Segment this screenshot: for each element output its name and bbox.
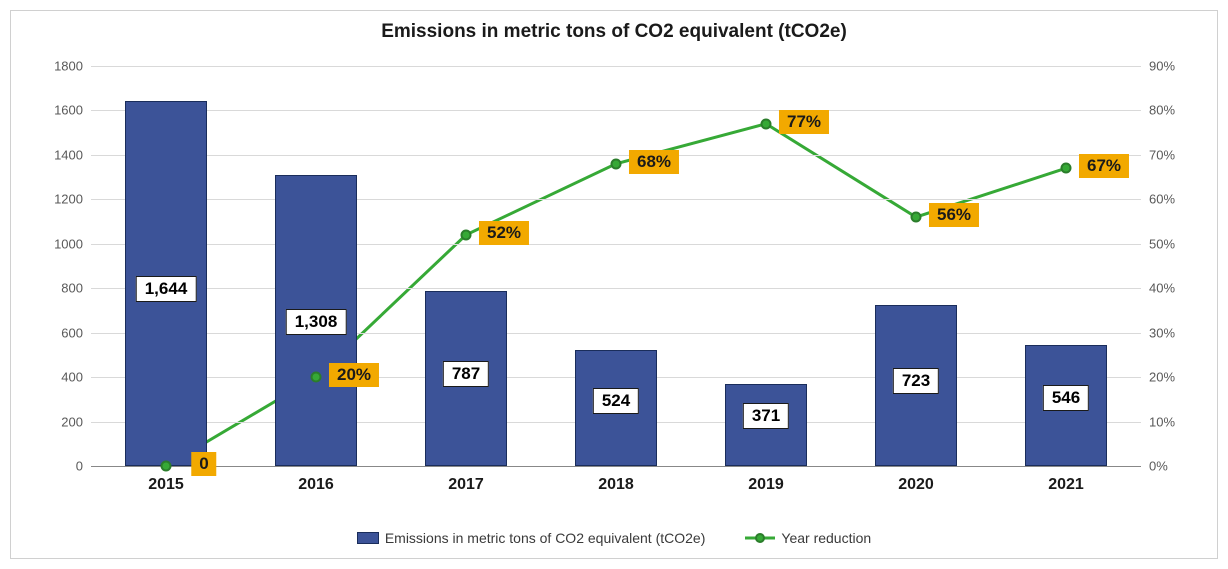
y-right-tick-label: 90% xyxy=(1149,59,1175,74)
y-left-tick-label: 800 xyxy=(61,281,83,296)
line-value-label: 56% xyxy=(929,203,979,227)
gridline xyxy=(91,333,1141,334)
legend-swatch-bar xyxy=(357,532,379,544)
y-left-tick-label: 1200 xyxy=(54,192,83,207)
x-tick-label: 2017 xyxy=(448,476,484,494)
y-right-tick-label: 0% xyxy=(1149,459,1168,474)
y-right-tick-label: 20% xyxy=(1149,370,1175,385)
x-tick-label: 2020 xyxy=(898,476,934,494)
y-right-tick-label: 40% xyxy=(1149,281,1175,296)
bar-value-label: 723 xyxy=(893,368,939,394)
line-value-label: 77% xyxy=(779,110,829,134)
line-value-label: 68% xyxy=(629,150,679,174)
line-marker xyxy=(461,229,472,240)
y-left-tick-label: 600 xyxy=(61,325,83,340)
y-right-tick-label: 50% xyxy=(1149,236,1175,251)
y-right-tick-label: 60% xyxy=(1149,192,1175,207)
y-right-tick-label: 10% xyxy=(1149,414,1175,429)
gridline xyxy=(91,244,1141,245)
x-tick-label: 2019 xyxy=(748,476,784,494)
y-right-tick-label: 70% xyxy=(1149,147,1175,162)
x-axis-baseline xyxy=(91,466,1141,467)
y-left-tick-label: 200 xyxy=(61,414,83,429)
x-tick-label: 2018 xyxy=(598,476,634,494)
line-marker xyxy=(161,461,172,472)
gridline xyxy=(91,110,1141,111)
bar-value-label: 546 xyxy=(1043,385,1089,411)
bar-value-label: 1,644 xyxy=(136,276,197,302)
x-tick-label: 2021 xyxy=(1048,476,1084,494)
y-left-tick-label: 1800 xyxy=(54,59,83,74)
gridline xyxy=(91,66,1141,67)
y-left-tick-label: 0 xyxy=(76,459,83,474)
legend-item-bars: Emissions in metric tons of CO2 equivale… xyxy=(357,530,706,546)
line-value-label: 20% xyxy=(329,363,379,387)
legend-label-bars: Emissions in metric tons of CO2 equivale… xyxy=(385,530,706,546)
legend: Emissions in metric tons of CO2 equivale… xyxy=(11,530,1217,546)
y-left-tick-label: 400 xyxy=(61,370,83,385)
bar-value-label: 787 xyxy=(443,361,489,387)
x-tick-label: 2015 xyxy=(148,476,184,494)
line-marker xyxy=(911,212,922,223)
y-right-tick-label: 80% xyxy=(1149,103,1175,118)
legend-label-line: Year reduction xyxy=(781,530,871,546)
chart-title: Emissions in metric tons of CO2 equivale… xyxy=(11,21,1217,43)
line-value-label: 0 xyxy=(191,452,216,476)
bar-value-label: 371 xyxy=(743,403,789,429)
legend-item-line: Year reduction xyxy=(745,530,871,546)
bar-value-label: 524 xyxy=(593,388,639,414)
line-value-label: 52% xyxy=(479,221,529,245)
bar-value-label: 1,308 xyxy=(286,309,347,335)
line-marker xyxy=(611,158,622,169)
gridline xyxy=(91,199,1141,200)
line-marker xyxy=(1061,163,1072,174)
gridline xyxy=(91,155,1141,156)
y-right-tick-label: 30% xyxy=(1149,325,1175,340)
line-marker xyxy=(311,372,322,383)
plot-area: 0200400600800100012001400160018000%10%20… xyxy=(91,66,1141,466)
y-left-tick-label: 1000 xyxy=(54,236,83,251)
y-left-tick-label: 1400 xyxy=(54,147,83,162)
x-tick-label: 2016 xyxy=(298,476,334,494)
gridline xyxy=(91,288,1141,289)
legend-swatch-line xyxy=(745,532,775,544)
line-marker xyxy=(761,118,772,129)
line-value-label: 67% xyxy=(1079,154,1129,178)
chart-container: Emissions in metric tons of CO2 equivale… xyxy=(10,10,1218,559)
y-left-tick-label: 1600 xyxy=(54,103,83,118)
